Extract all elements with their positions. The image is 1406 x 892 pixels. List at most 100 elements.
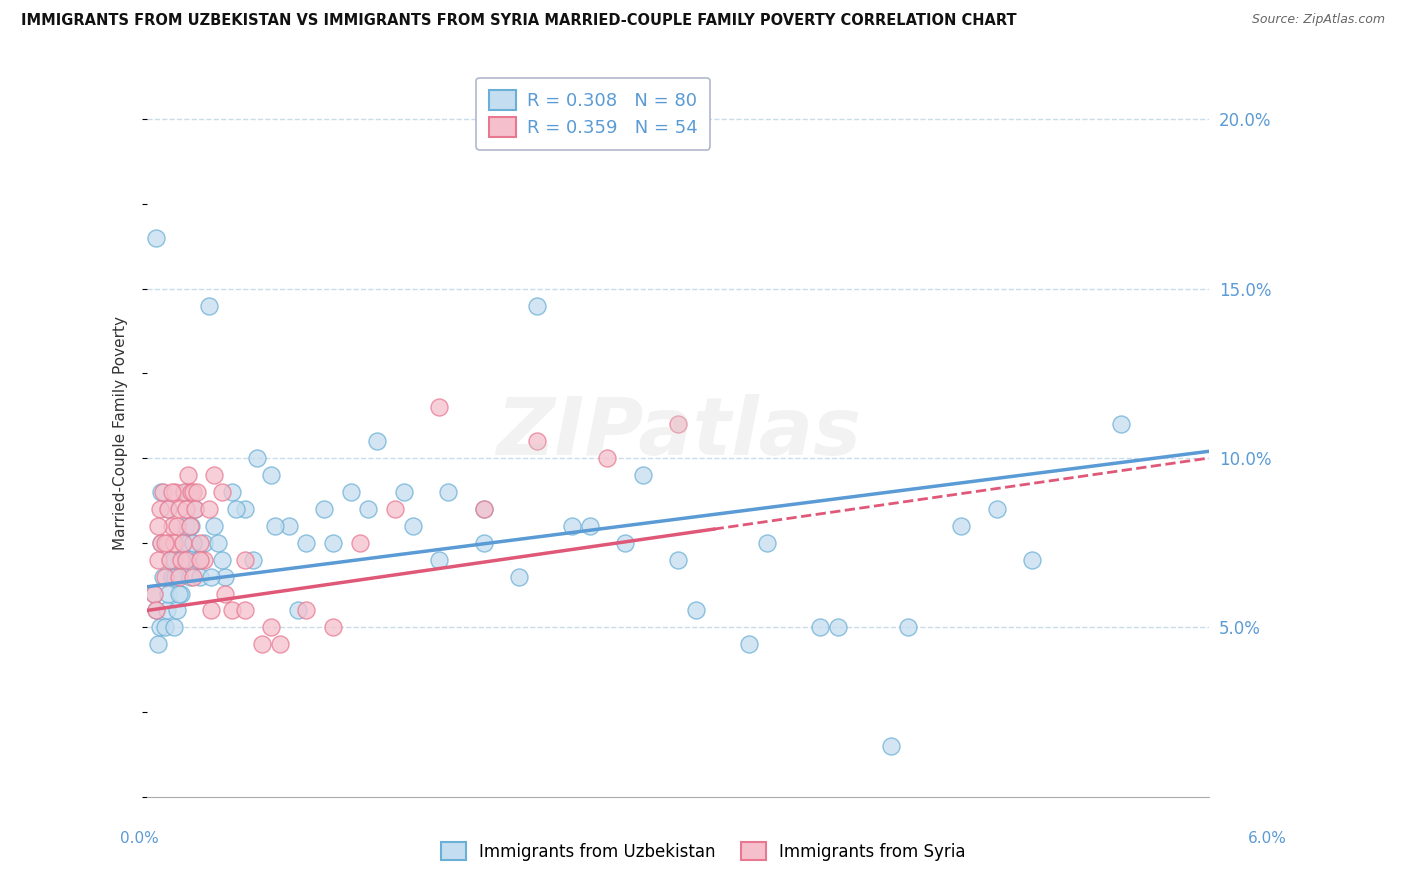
Point [153, 620, 176, 634]
Text: 0.0%: 0.0% [120, 830, 159, 846]
Point [146, 518, 169, 533]
Point [269, 637, 291, 651]
Point [172, 535, 194, 549]
Point [181, 535, 204, 549]
Point [174, 501, 197, 516]
Y-axis label: Married-Couple Family Poverty: Married-Couple Family Poverty [114, 316, 128, 549]
Point [177, 467, 200, 482]
Point [322, 535, 344, 549]
Point [200, 569, 222, 583]
Point [159, 552, 181, 566]
Point [152, 569, 174, 583]
Point [204, 518, 226, 533]
Point [163, 620, 186, 634]
Point [561, 518, 583, 533]
Point [184, 501, 207, 516]
Point [221, 484, 243, 499]
Point [808, 620, 831, 634]
Point [180, 518, 202, 533]
Point [163, 552, 186, 566]
Point [472, 501, 495, 516]
Point [146, 552, 169, 566]
Point [950, 518, 973, 533]
Point [198, 501, 221, 516]
Point [146, 637, 169, 651]
Point [526, 299, 548, 313]
Point [738, 637, 761, 651]
Point [879, 739, 901, 753]
Point [153, 569, 176, 583]
Point [145, 603, 167, 617]
Point [166, 603, 188, 617]
Point [897, 620, 920, 634]
Point [160, 569, 183, 583]
Point [181, 484, 204, 499]
Point [172, 535, 194, 549]
Point [150, 484, 173, 499]
Point [143, 586, 166, 600]
Point [827, 620, 849, 634]
Point [666, 552, 689, 566]
Point [188, 535, 211, 549]
Point [233, 501, 256, 516]
Point [173, 552, 195, 566]
Point [614, 535, 637, 549]
Point [402, 518, 425, 533]
Legend: R = 0.308   N = 80, R = 0.359   N = 54: R = 0.308 N = 80, R = 0.359 N = 54 [477, 78, 710, 150]
Point [174, 552, 197, 566]
Point [163, 535, 186, 549]
Point [578, 518, 600, 533]
Point [167, 586, 190, 600]
Point [188, 552, 211, 566]
Point [295, 603, 318, 617]
Point [160, 518, 183, 533]
Point [277, 518, 299, 533]
Point [472, 535, 495, 549]
Point [181, 535, 204, 549]
Point [214, 586, 236, 600]
Point [174, 484, 197, 499]
Point [260, 620, 283, 634]
Point [508, 569, 530, 583]
Point [427, 401, 450, 415]
Point [150, 535, 173, 549]
Point [472, 501, 495, 516]
Point [160, 484, 183, 499]
Point [193, 535, 215, 549]
Point [166, 518, 188, 533]
Text: 6.0%: 6.0% [1247, 830, 1286, 846]
Point [357, 501, 380, 516]
Point [986, 501, 1008, 516]
Point [159, 552, 181, 566]
Point [349, 535, 371, 549]
Point [252, 637, 274, 651]
Point [384, 501, 406, 516]
Legend: Immigrants from Uzbekistan, Immigrants from Syria: Immigrants from Uzbekistan, Immigrants f… [434, 836, 972, 868]
Point [392, 484, 415, 499]
Point [233, 552, 256, 566]
Point [322, 620, 344, 634]
Point [153, 535, 176, 549]
Point [198, 299, 221, 313]
Point [287, 603, 309, 617]
Point [246, 450, 269, 465]
Point [204, 467, 226, 482]
Point [1109, 417, 1132, 432]
Point [180, 484, 202, 499]
Text: ZIPatlas: ZIPatlas [496, 393, 860, 472]
Point [184, 501, 207, 516]
Point [148, 501, 170, 516]
Point [207, 535, 229, 549]
Point [1021, 552, 1043, 566]
Point [188, 569, 211, 583]
Point [167, 501, 190, 516]
Point [211, 484, 233, 499]
Point [339, 484, 361, 499]
Point [167, 569, 190, 583]
Point [200, 603, 222, 617]
Point [173, 484, 195, 499]
Point [596, 450, 619, 465]
Point [631, 467, 654, 482]
Point [260, 467, 283, 482]
Point [145, 603, 167, 617]
